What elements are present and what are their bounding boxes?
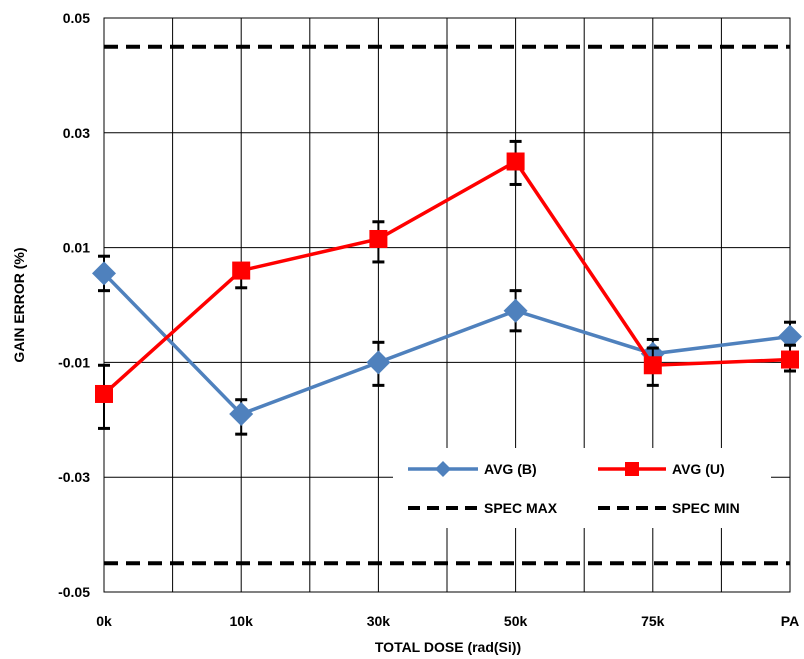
series-line [102, 159, 791, 396]
data-point [369, 229, 388, 248]
x-tick-label: PA [781, 613, 799, 629]
legend-label: SPEC MAX [484, 500, 558, 516]
y-tick-label: 0.01 [63, 240, 90, 256]
y-tick-label: -0.03 [58, 469, 90, 485]
legend-label: AVG (U) [672, 461, 725, 477]
y-axis-title: GAIN ERROR (%) [11, 247, 27, 362]
axes: 0.05 0.03 0.01 -0.01 -0.03 -0.05 0k 10k 30k 50k 75… [58, 10, 799, 629]
legend-label: AVG (B) [484, 461, 537, 477]
x-axis-title: TOTAL DOSE (rad(Si)) [375, 639, 521, 655]
legend-entry: SPEC MAX [408, 500, 558, 516]
x-tick-label: 0k [96, 613, 112, 629]
series-2 [95, 139, 799, 430]
data-point [781, 350, 799, 369]
x-tick-label: 75k [641, 613, 665, 629]
legend-label: SPEC MIN [672, 500, 740, 516]
y-tick-label: 0.05 [63, 10, 90, 26]
series [92, 139, 802, 436]
legend: AVG (B) AVG (U) SPEC MAX SPEC MIN [393, 448, 771, 528]
legend-box [393, 448, 771, 528]
legend-marker [625, 462, 639, 476]
data-point [778, 324, 802, 349]
plot-border [103, 17, 791, 593]
data-point [229, 402, 254, 427]
data-point [95, 384, 113, 403]
series-line [102, 272, 791, 417]
y-tick-label: -0.01 [58, 354, 90, 370]
reference-lines [104, 44, 790, 566]
legend-marker [435, 461, 451, 477]
grid [103, 17, 791, 593]
data-point [366, 350, 391, 375]
legend-entry: AVG (B) [408, 461, 537, 477]
x-tick-label: 30k [367, 613, 391, 629]
legend-entry: AVG (U) [598, 461, 725, 477]
x-tick-label: 50k [504, 613, 528, 629]
legend-entry: SPEC MIN [598, 500, 740, 516]
data-point [92, 261, 116, 286]
x-tick-label: 10k [230, 613, 254, 629]
y-tick-label: 0.03 [63, 125, 90, 141]
data-point [643, 356, 662, 375]
data-point [503, 298, 528, 323]
data-point [232, 261, 251, 280]
y-tick-label: -0.05 [58, 584, 90, 600]
data-point [506, 152, 525, 171]
